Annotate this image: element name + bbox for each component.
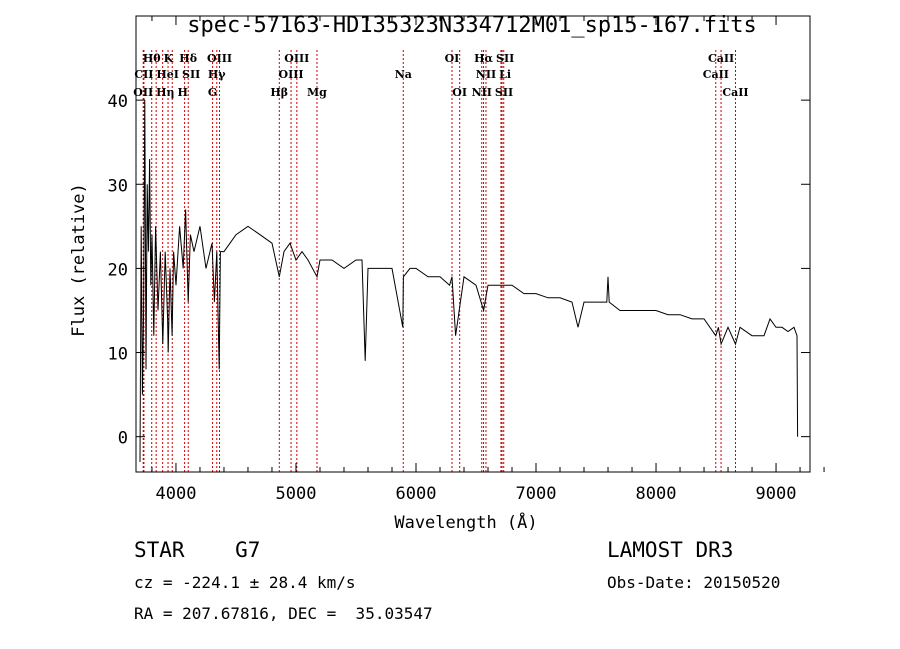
spectral-line-label: Hβ [270, 86, 288, 99]
x-tick-label: 7000 [516, 484, 557, 504]
spectral-line-label: OI [452, 86, 467, 99]
spectral-line-label: HeI [156, 68, 179, 81]
y-tick-label: 40 [108, 92, 128, 112]
spectral-line-label: Li [499, 68, 511, 81]
spectral-line-label: OI [445, 52, 460, 65]
spectral-line-label: Hα [474, 52, 493, 65]
spectral-line-label: Hδ [179, 52, 197, 65]
spectral-line-label: CII [134, 68, 153, 81]
spectral-line-label: Hθ [143, 52, 161, 65]
x-tick-label: 5000 [276, 484, 317, 504]
y-tick-label: 30 [108, 176, 128, 196]
radec-label: RA = 207.67816, DEC = 35.03547 [134, 604, 433, 623]
class-label: STAR [134, 538, 185, 562]
spectral-line-label: SII [495, 86, 513, 99]
spectral-line-label: K [164, 52, 174, 65]
survey-label: LAMOST DR3 [607, 538, 734, 562]
spectral-line-label: SII [496, 52, 514, 65]
plot-frame [135, 15, 811, 473]
spectral-line-label: NII [472, 86, 492, 99]
spectral-line-label: SII [182, 68, 200, 81]
y-tick-label: 10 [108, 345, 128, 365]
x-axis-label: Wavelength (Å) [394, 511, 537, 533]
spectral-line-label: Hγ [208, 68, 226, 81]
x-tick-label: 8000 [636, 484, 677, 504]
star-class: STAR G7 [134, 538, 260, 562]
spectral-line-label: Hη [156, 86, 174, 99]
spectral-line-label: OIII [279, 68, 304, 81]
y-tick-label: 20 [108, 260, 128, 280]
chart-title: spec-57163-HD135323N334712M01_sp15-167.f… [187, 13, 757, 38]
x-tick-label: 6000 [396, 484, 437, 504]
spectral-line-label: H [178, 86, 188, 99]
spectral-line-label: OIII [207, 52, 232, 65]
spectral-line-label: NII [476, 68, 496, 81]
spectral-line-label: Mg [307, 86, 327, 99]
spectral-line-label: G [208, 86, 217, 99]
spectral-line-label: CaII [703, 68, 729, 81]
spectral-line-label: CaII [708, 52, 734, 65]
spectral-line-label: CaII [722, 86, 748, 99]
spectral-line-label: OII [133, 86, 153, 99]
x-tick-label: 4000 [155, 484, 196, 504]
y-axis-label: Flux (relative) [69, 183, 89, 337]
obs-date-label: Obs-Date: 20150520 [607, 573, 781, 592]
x-tick-label: 9000 [756, 484, 797, 504]
subclass-label: G7 [235, 538, 261, 562]
y-tick-label: 0 [118, 429, 128, 449]
spectral-line-label: OIII [284, 52, 309, 65]
spectral-line-label: Na [395, 68, 412, 81]
cz-label: cz = -224.1 ± 28.4 km/s [134, 573, 356, 592]
spectrum-line [139, 100, 799, 462]
